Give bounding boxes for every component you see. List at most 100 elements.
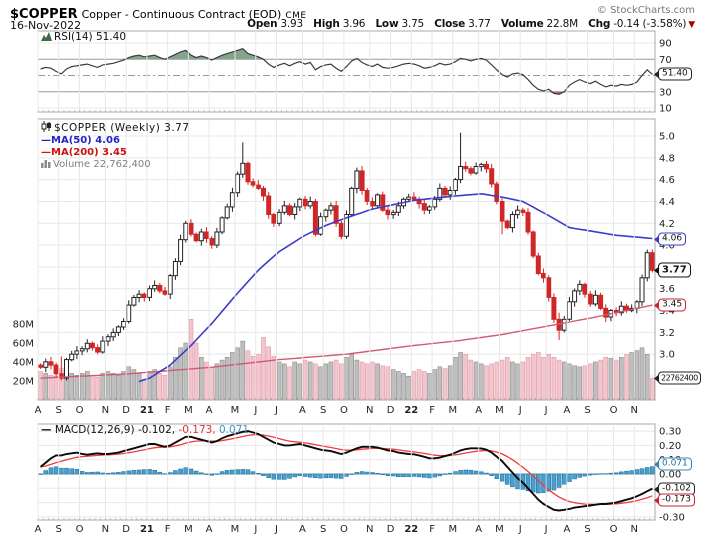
- svg-text:J: J: [274, 405, 278, 416]
- svg-text:21: 21: [140, 524, 154, 535]
- close-current-box: 3.77: [658, 262, 691, 278]
- svg-text:22: 22: [404, 524, 418, 535]
- ma50-line-icon: —: [41, 135, 51, 146]
- volume-current-box: 22762400: [658, 371, 701, 385]
- macd-legend: — MACD(12,26,9) -0.102, -0.173, 0.071: [41, 424, 249, 436]
- svg-text:90: 90: [659, 39, 672, 50]
- svg-text:21: 21: [140, 405, 154, 416]
- svg-text:4.0: 4.0: [659, 241, 675, 252]
- ticker-symbol: $COPPER: [10, 7, 78, 22]
- change-label: Chg: [588, 18, 611, 30]
- ma50-legend: MA(50) 4.06: [51, 135, 120, 146]
- svg-text:M: M: [184, 524, 193, 535]
- signal-value: -0.173,: [178, 424, 216, 436]
- svg-text:J: J: [274, 524, 278, 535]
- svg-text:N: N: [366, 524, 373, 535]
- svg-text:4.6: 4.6: [659, 175, 675, 186]
- svg-text:F: F: [429, 524, 435, 535]
- svg-text:O: O: [610, 405, 618, 416]
- chart-date: 16-Nov-2022: [10, 19, 82, 32]
- exchange-label: CME: [285, 11, 307, 21]
- svg-text:0.00: 0.00: [659, 470, 681, 481]
- price-legend: $COPPER (Weekly) 3.77 —MA(50) 4.06 —MA(2…: [41, 121, 190, 170]
- macd-panel: 0.300.200.100.00-0.10-0.20-0.30: [37, 423, 685, 523]
- svg-text:A: A: [563, 524, 570, 535]
- instrument-name: Copper - Continuous Contract (EOD): [81, 8, 282, 21]
- svg-text:4.8: 4.8: [659, 153, 675, 164]
- svg-text:A: A: [35, 524, 42, 535]
- svg-text:A: A: [35, 405, 42, 416]
- macd-line-icon: —: [41, 424, 52, 436]
- svg-text:O: O: [340, 524, 348, 535]
- macd-value: -0.102,: [137, 424, 176, 436]
- svg-text:3.4: 3.4: [659, 306, 675, 317]
- svg-text:D: D: [387, 524, 395, 535]
- close-value: 3.77: [468, 18, 491, 30]
- svg-text:0.30: 0.30: [659, 427, 681, 438]
- volume-value: 22.8M: [546, 18, 579, 30]
- svg-text:F: F: [165, 524, 171, 535]
- volume-label: Volume: [500, 18, 544, 30]
- svg-text:N: N: [102, 524, 109, 535]
- stockcharts-credit-link[interactable]: © StockCharts.com: [596, 5, 695, 16]
- svg-text:0.20: 0.20: [659, 441, 681, 452]
- svg-text:M: M: [448, 405, 457, 416]
- svg-text:F: F: [165, 405, 171, 416]
- svg-text:3.6: 3.6: [659, 284, 675, 295]
- svg-text:-0.30: -0.30: [659, 512, 685, 523]
- svg-text:22: 22: [404, 405, 418, 416]
- svg-text:M: M: [184, 405, 193, 416]
- volume-legend-row: Volume 22,762,400: [41, 159, 190, 170]
- svg-text:5.0: 5.0: [659, 132, 675, 143]
- volume-legend: Volume 22,762,400: [53, 159, 151, 170]
- rsi-legend: RSI(14) 51.40: [41, 31, 126, 43]
- svg-text:A: A: [206, 405, 213, 416]
- x-axis-labels: A S O N D 21 F M A M J J A S O N D 22 F M A M J J A S O NA S O N D 21 F M A…: [35, 405, 638, 535]
- svg-text:3.0: 3.0: [659, 350, 675, 361]
- svg-text:80M: 80M: [13, 320, 34, 331]
- ma50-legend-row: —MA(50) 4.06: [41, 135, 190, 146]
- svg-text:4.2: 4.2: [659, 219, 675, 230]
- svg-text:S: S: [56, 524, 62, 535]
- high-label: High: [313, 18, 340, 30]
- svg-text:A: A: [563, 405, 570, 416]
- rsi-legend-label: RSI(14) 51.40: [54, 31, 127, 43]
- svg-text:J: J: [544, 405, 548, 416]
- svg-text:J: J: [544, 524, 548, 535]
- ma200-current-box: 3.45: [658, 298, 687, 312]
- svg-text:S: S: [320, 405, 326, 416]
- ma200-legend-row: —MA(200) 3.45: [41, 147, 190, 158]
- svg-text:D: D: [122, 405, 130, 416]
- svg-text:A: A: [299, 524, 306, 535]
- svg-text:J: J: [253, 524, 257, 535]
- svg-text:40M: 40M: [13, 358, 34, 369]
- svg-text:M: M: [495, 405, 504, 416]
- header-title: $COPPER Copper - Continuous Contract (EOD…: [10, 3, 307, 22]
- change-value: -0.14 (-3.58%): [613, 18, 687, 30]
- svg-text:M: M: [448, 524, 457, 535]
- macd-hist-box: 0.071: [658, 457, 692, 471]
- svg-text:J: J: [518, 405, 522, 416]
- svg-text:S: S: [320, 524, 326, 535]
- candlestick-icon: [41, 121, 51, 132]
- close-label: Close: [434, 18, 466, 30]
- svg-text:4.4: 4.4: [659, 197, 675, 208]
- svg-text:A: A: [206, 524, 213, 535]
- svg-text:S: S: [584, 524, 590, 535]
- svg-text:F: F: [429, 405, 435, 416]
- high-value: 3.96: [342, 18, 366, 30]
- svg-text:N: N: [631, 405, 638, 416]
- open-label: Open: [247, 18, 278, 30]
- rsi-panel: 90 70 30 10: [37, 30, 672, 115]
- svg-text:O: O: [76, 405, 84, 416]
- rsi-current-box: 51.40: [658, 67, 692, 81]
- svg-text:O: O: [610, 524, 618, 535]
- volume-bars-icon: [41, 160, 51, 168]
- hist-value: 0.071: [219, 424, 250, 436]
- price-legend-symbol-row: $COPPER (Weekly) 3.77: [41, 121, 190, 134]
- svg-text:S: S: [56, 405, 62, 416]
- svg-text:J: J: [518, 524, 522, 535]
- svg-text:O: O: [340, 405, 348, 416]
